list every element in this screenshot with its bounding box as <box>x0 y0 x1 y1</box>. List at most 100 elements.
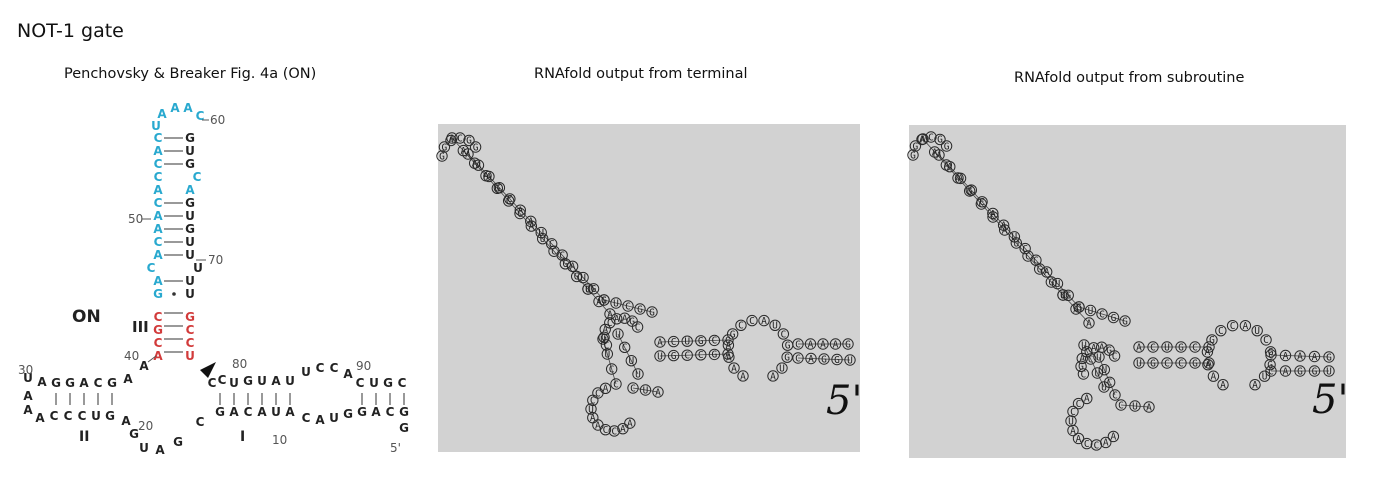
nucleotide-letter: G <box>1048 277 1054 288</box>
nucleotide-letter: C <box>968 185 974 196</box>
nucleotide: G <box>65 376 75 390</box>
nucleotide-letter: C <box>585 284 591 295</box>
nucleotide-circle <box>1133 341 1145 353</box>
nucleotide: U <box>185 287 195 301</box>
nucleotide-circle <box>502 195 515 207</box>
nucleotide: A <box>121 414 131 428</box>
nucleotide-letter: G <box>562 259 568 270</box>
nucleotide-circle <box>1207 370 1220 382</box>
nucleotide-letter: A <box>1076 434 1082 445</box>
nucleotide-letter: C <box>1084 439 1090 450</box>
nucleotide-letter: A <box>476 161 482 172</box>
nucleotide-circle <box>998 224 1011 236</box>
nucleotide: U <box>369 376 379 390</box>
nucleotide-circle <box>483 170 495 183</box>
nucleotide-circle <box>1010 237 1023 249</box>
nucleotide-letter: U <box>1101 382 1107 393</box>
nucleotide-circle <box>1249 379 1261 391</box>
nucleotide-letter: G <box>1297 366 1303 377</box>
nucleotide-circle <box>493 181 506 194</box>
nucleotide-circle <box>445 134 457 147</box>
nucleotide-circle <box>987 207 999 220</box>
five-prime-end-label: 5' <box>1312 377 1348 423</box>
nucleotide-letter: A <box>657 337 663 348</box>
backbone-line <box>617 333 639 375</box>
nucleotide: A <box>185 183 195 197</box>
nucleotide-letter: A <box>1312 352 1318 363</box>
nucleotide-letter: C <box>1060 290 1066 301</box>
nucleotide-circle <box>1308 365 1321 377</box>
nucleotide-letter: C <box>795 353 801 364</box>
nucleotide-letter: G <box>1106 345 1112 356</box>
nucleotide-letter: A <box>919 135 925 146</box>
nucleotide: A <box>170 101 180 115</box>
nucleotide-letter: A <box>808 339 814 350</box>
nucleotide: A <box>153 248 163 262</box>
nucleotide: U <box>139 441 149 455</box>
nucleotide-circle <box>1323 351 1335 363</box>
backbone-line <box>659 353 729 357</box>
nucleotide-letter: A <box>602 325 608 336</box>
nucleotide-letter: G <box>1268 347 1274 358</box>
nucleotide: G <box>105 409 115 423</box>
nucleotide-letter: C <box>635 322 641 333</box>
nucleotide: U <box>285 374 295 388</box>
nucleotide-letter: A <box>731 363 737 374</box>
nucleotide-letter: G <box>845 339 851 350</box>
nucleotide-letter: A <box>1297 351 1303 362</box>
backbone-line <box>797 357 851 361</box>
nucleotide-circle <box>805 352 817 365</box>
nucleotide-circle <box>462 148 474 160</box>
nucleotide-circle <box>624 417 636 429</box>
nucleotide-circle <box>1072 432 1085 445</box>
nucleotide-circle <box>612 328 624 340</box>
nucleotide-circle <box>598 331 610 344</box>
nucleotide-circle <box>646 306 658 318</box>
nucleotide-letter: G <box>913 141 919 152</box>
nucleotide-letter: U <box>1088 306 1094 317</box>
nucleotide-circle <box>1030 254 1042 266</box>
nucleotide-circle <box>769 319 781 332</box>
nucleotide-letter: C <box>595 388 601 399</box>
nucleotide-circle <box>1189 341 1201 353</box>
nucleotide-letter: G <box>473 142 479 153</box>
nucleotide-letter: G <box>442 142 448 153</box>
nucleotide: C <box>186 323 195 337</box>
nucleotide-letter: C <box>780 329 786 340</box>
nucleotide-circle <box>600 339 613 351</box>
nucleotide: C <box>244 405 253 419</box>
nucleotide-letter: G <box>967 186 973 197</box>
nucleotide-letter: U <box>1013 238 1019 249</box>
nucleotide-circle <box>1095 341 1108 353</box>
nucleotide-circle <box>625 354 638 367</box>
nucleotide-letter: C <box>979 197 985 208</box>
nucleotide-letter: U <box>1326 366 1332 377</box>
nucleotide-letter: C <box>630 383 636 394</box>
nucleotide-circle <box>610 297 622 309</box>
nucleotide: C <box>94 376 103 390</box>
nucleotide-letter: G <box>671 351 677 362</box>
nucleotide-letter: A <box>1205 360 1211 371</box>
nucleotide: G <box>343 407 353 421</box>
nucleotide-letter: C <box>978 199 984 210</box>
nucleotide-circle <box>436 150 448 162</box>
nucleotide-circle <box>1189 357 1201 369</box>
nucleotide-letter: C <box>738 321 744 332</box>
nucleotide-circle <box>1081 392 1093 405</box>
nucleotide-circle <box>469 141 482 153</box>
nucleotide-circle <box>627 382 639 394</box>
nucleotide-circle <box>1258 370 1271 382</box>
nucleotide-letter: C <box>1099 309 1105 320</box>
nucleotide-letter: A <box>620 424 626 435</box>
nucleotide-letter: G <box>1206 342 1212 353</box>
nucleotide-letter: C <box>457 133 463 144</box>
plot-background <box>438 124 860 452</box>
nucleotide-circle <box>525 215 537 228</box>
nucleotide-letter: A <box>1001 220 1007 231</box>
nucleotide: C <box>186 336 195 350</box>
nucleotide-letter: C <box>1070 407 1076 418</box>
